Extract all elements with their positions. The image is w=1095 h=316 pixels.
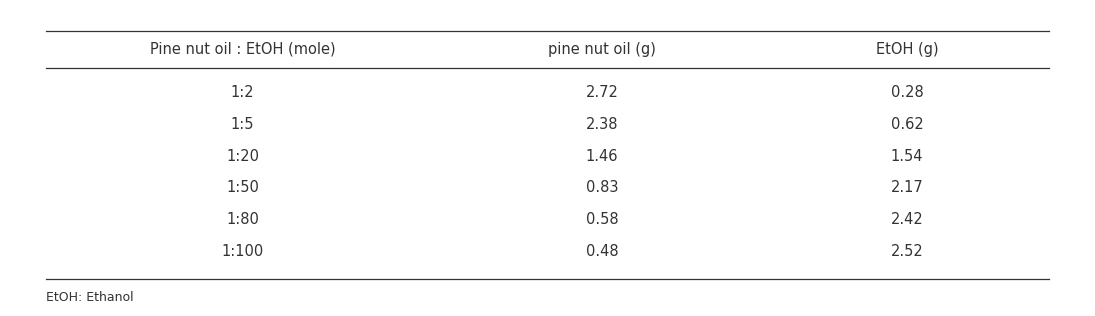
Text: 0.62: 0.62	[890, 117, 923, 132]
Text: pine nut oil (g): pine nut oil (g)	[548, 42, 656, 57]
Text: 0.48: 0.48	[586, 244, 619, 258]
Text: 2.17: 2.17	[890, 180, 923, 195]
Text: 2.52: 2.52	[890, 244, 923, 258]
Text: 0.58: 0.58	[586, 212, 619, 227]
Text: 0.83: 0.83	[586, 180, 619, 195]
Text: 0.28: 0.28	[890, 85, 923, 100]
Text: 2.42: 2.42	[890, 212, 923, 227]
Text: 1.54: 1.54	[890, 149, 923, 164]
Text: EtOH: Ethanol: EtOH: Ethanol	[46, 291, 134, 304]
Text: Pine nut oil : EtOH (mole): Pine nut oil : EtOH (mole)	[150, 42, 335, 57]
Text: 1.46: 1.46	[586, 149, 619, 164]
Text: 2.72: 2.72	[586, 85, 619, 100]
Text: 1:50: 1:50	[226, 180, 258, 195]
Text: 2.38: 2.38	[586, 117, 619, 132]
Text: 1:80: 1:80	[226, 212, 258, 227]
Text: EtOH (g): EtOH (g)	[876, 42, 938, 57]
Text: 1:100: 1:100	[221, 244, 264, 258]
Text: 1:2: 1:2	[231, 85, 254, 100]
Text: 1:5: 1:5	[231, 117, 254, 132]
Text: 1:20: 1:20	[226, 149, 258, 164]
